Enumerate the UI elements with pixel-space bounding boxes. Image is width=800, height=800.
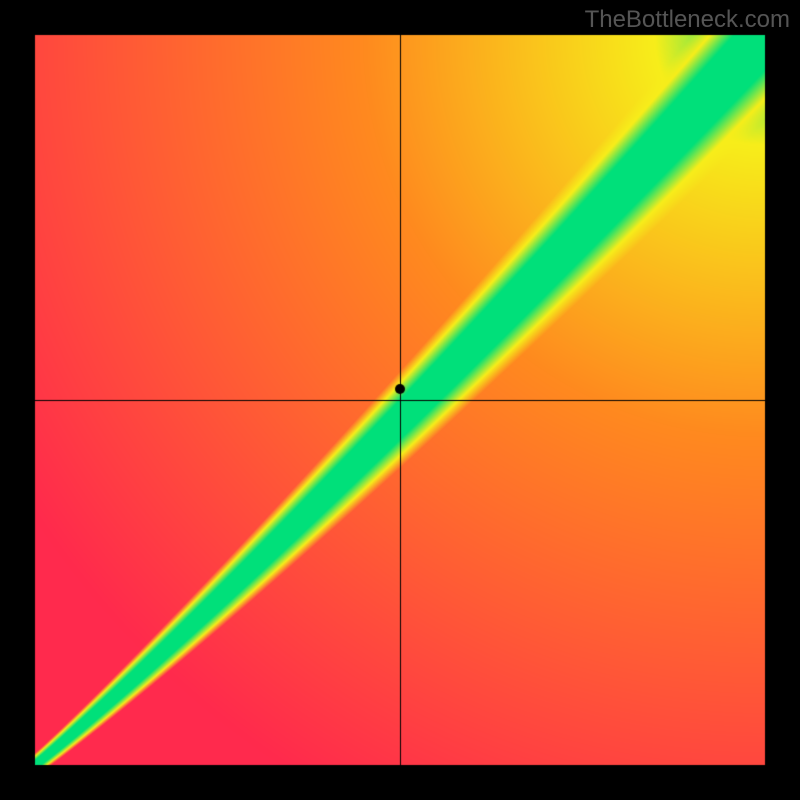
chart-container: TheBottleneck.com [0, 0, 800, 800]
bottleneck-heatmap [0, 0, 800, 800]
watermark-text: TheBottleneck.com [585, 6, 790, 34]
